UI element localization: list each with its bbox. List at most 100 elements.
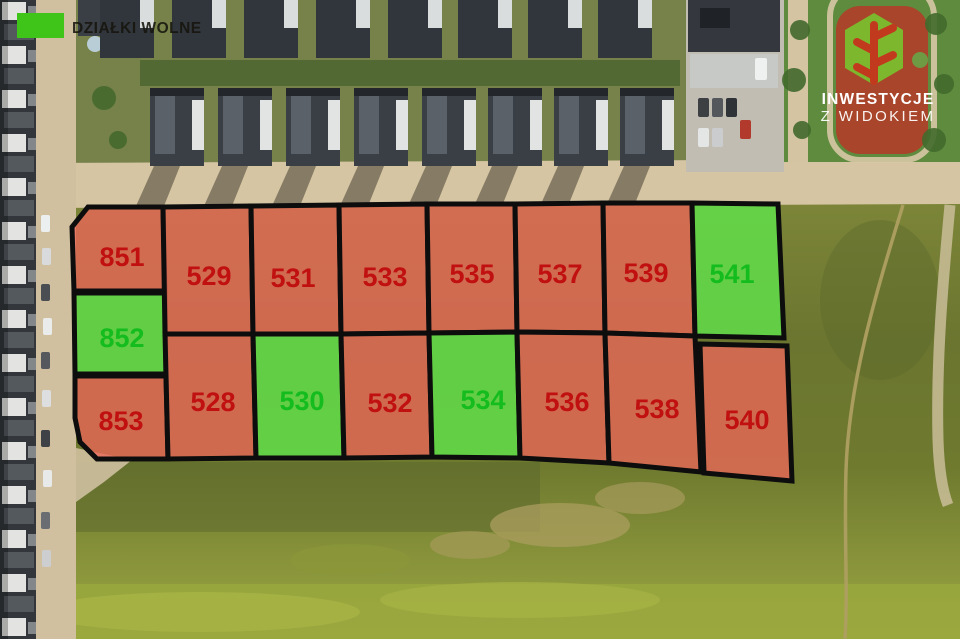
house-wall [140,0,154,28]
tree-branch [853,63,878,80]
grass-patch [820,220,940,380]
hedge-strip [140,60,680,86]
parked-car [726,98,737,117]
house-wall [396,100,408,150]
plot-540 [697,341,795,484]
logo-name-line1: INWESTYCJE [822,91,935,108]
plot-label-537: 537 [537,259,582,289]
apartment-buildings [0,0,52,639]
plot-label-530: 530 [279,386,324,416]
plot-label-529: 529 [186,261,231,291]
house-roof-light [155,94,175,154]
track-ring [827,0,937,163]
house-ridge [422,88,476,96]
house [528,0,582,58]
legend-available-swatch [17,13,64,38]
parked-car [698,98,709,117]
house-roof-light [427,94,447,154]
house-roof-light [559,94,579,154]
parked-car-red [740,120,751,139]
grass-patch [380,582,660,618]
house-wall [568,0,582,28]
house-wall [662,100,674,150]
tree [922,128,946,152]
dry-grass-patch [490,503,630,547]
plot-label-852: 852 [99,323,144,353]
tree [793,121,811,139]
house [204,88,272,206]
house-wall [638,0,652,28]
plot-label-533: 533 [362,262,407,292]
house-shadow [408,166,452,206]
plot-541 [689,200,787,341]
house-shadow [340,166,384,206]
parked-car [698,128,709,147]
plot-label-539: 539 [623,258,668,288]
plot-label-541: 541 [709,259,754,289]
parked-car [712,98,723,117]
house-wall [212,0,226,28]
parked-car [42,390,51,407]
house-wall [260,100,272,150]
parked-car [43,470,52,487]
roof-detail [700,8,730,28]
house-wall [428,0,442,28]
plot-538 [602,330,704,475]
house [598,0,652,58]
plot-label-528: 528 [190,387,235,417]
house-wall [328,100,340,150]
house-shadow [204,166,248,206]
tree [109,131,127,149]
house-shadow [606,166,650,206]
house-wall [596,100,608,150]
left-road [36,0,76,639]
plot-label-535: 535 [449,259,494,289]
plot-label-536: 536 [544,387,589,417]
logo-name-line2: Z WIDOKIEM [821,108,936,125]
apartment-row [0,0,36,639]
brand-logo: INWESTYCJE Z WIDOKIEM [821,13,936,125]
house-roof-light [291,94,311,154]
house [100,0,154,58]
house-ridge [218,88,272,96]
house-shadow [540,166,584,206]
house-roof-light [223,94,243,154]
tree [92,86,116,110]
tree [925,13,947,35]
house-shadow [136,166,180,206]
plot-label-534: 534 [460,385,505,415]
grass-patch [290,544,410,576]
pool [87,36,103,52]
plot-label-531: 531 [270,263,315,293]
house-ridge [286,88,340,96]
parked-car [41,512,50,529]
house-ridge [354,88,408,96]
legend-available-label: DZIAŁKI WOLNE [72,20,202,37]
grass-patch [40,592,360,632]
parked-cars [41,215,52,567]
plot-overlay [69,200,795,484]
parked-car [41,430,50,447]
parked-car [41,352,50,369]
plot-labels: 851 852 853 529 531 533 535 537 539 541 … [98,242,769,436]
house [540,88,608,206]
parking-cluster [686,0,784,172]
house-ridge [620,88,674,96]
shrub [912,52,928,68]
dry-grass-patch [430,531,510,559]
dry-grass-patch [595,482,685,514]
tree-branch [870,24,897,41]
tree [934,74,954,94]
house [458,0,512,58]
apartment-shadow-edge [0,0,8,639]
plot-label-532: 532 [367,388,412,418]
house [606,88,674,206]
house [244,0,298,58]
tree [782,68,806,92]
house [316,0,370,58]
house [136,88,204,206]
house-roof-light [493,94,513,154]
house-wall [356,0,370,28]
parked-car [42,550,51,567]
logo-tree-icon [853,21,897,85]
